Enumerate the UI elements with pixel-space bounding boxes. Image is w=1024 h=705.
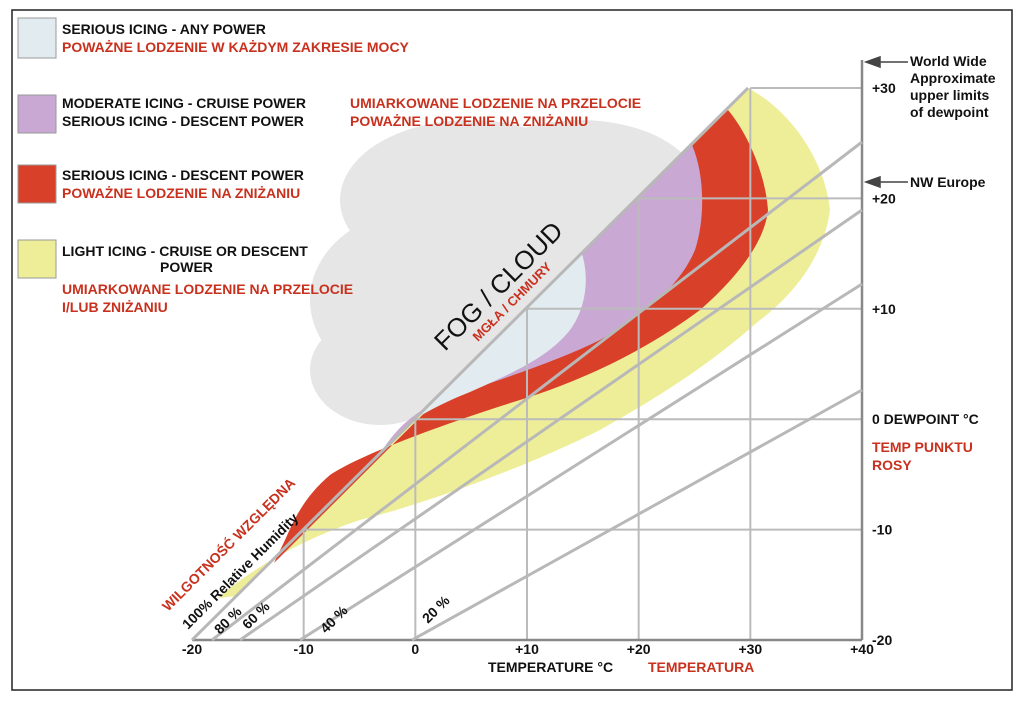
x-tick-label: +10 (515, 641, 539, 657)
legend-text: UMIARKOWANE LODZENIE NA PRZELOCIE (350, 95, 641, 111)
legend-text: POWAŻNE LODZENIE NA ZNIŻANIU (62, 185, 300, 201)
x-axis-title: TEMPERATURE °C (488, 659, 613, 675)
legend-text: POWAŻNE LODZENIE W KAŻDYM ZAKRESIE MOCY (62, 39, 410, 55)
annotation-arrows (863, 55, 908, 189)
y-tick-label: -20 (872, 632, 892, 648)
annotation: upper limits (910, 87, 990, 103)
legend-text: SERIOUS ICING - ANY POWER (62, 21, 266, 37)
x-axis-title-polish: TEMPERATURA (648, 659, 754, 675)
y-axis-title-polish: ROSY (872, 457, 912, 473)
legend-text: POWER (160, 259, 213, 275)
legend-text: MODERATE ICING - CRUISE POWER (62, 95, 306, 111)
y-tick-label: +10 (872, 301, 896, 317)
legend-text: SERIOUS ICING - DESCENT POWER (62, 167, 304, 183)
regions (218, 88, 830, 598)
y-tick-label: -10 (872, 522, 892, 538)
grid (192, 60, 864, 642)
legend-swatches (17, 17, 57, 279)
y-tick-label: +30 (872, 80, 896, 96)
x-tick-label: 0 (411, 641, 419, 657)
x-tick-label: +40 (850, 641, 874, 657)
y-tick-label: +20 (872, 190, 896, 206)
x-tick-label: -10 (294, 641, 314, 657)
legend-text: I/LUB ZNIŻANIU (62, 299, 168, 315)
y-axis-title-polish: TEMP PUNKTU (872, 439, 973, 455)
annotation: of dewpoint (910, 104, 989, 120)
annotation: World Wide (910, 53, 987, 69)
annotation: Approximate (910, 70, 996, 86)
x-tick-label: -20 (182, 641, 202, 657)
annotation: NW Europe (910, 174, 986, 190)
x-tick-label: +20 (627, 641, 651, 657)
legend-text: LIGHT ICING - CRUISE OR DESCENT (62, 243, 308, 259)
rh-lines (190, 86, 863, 642)
x-tick-label: +30 (738, 641, 762, 657)
legend-text: SERIOUS ICING - DESCENT POWER (62, 113, 304, 129)
legend-text: UMIARKOWANE LODZENIE NA PRZELOCIE (62, 281, 353, 297)
legend-text: POWAŻNE LODZENIE NA ZNIŻANIU (350, 113, 588, 129)
y-tick-label: 0 DEWPOINT °C (872, 411, 979, 427)
